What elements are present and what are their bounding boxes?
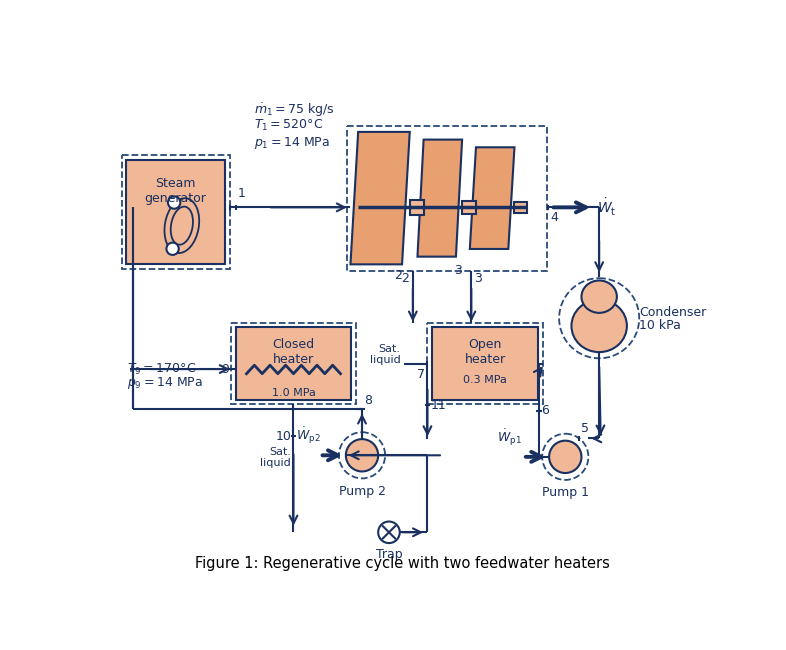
Polygon shape xyxy=(417,140,462,257)
Text: Steam
generator: Steam generator xyxy=(145,177,207,205)
Text: Pump 2: Pump 2 xyxy=(339,484,385,497)
Text: $T_1 = 520°\mathrm{C}$: $T_1 = 520°\mathrm{C}$ xyxy=(254,118,323,133)
Text: 9: 9 xyxy=(222,363,230,376)
Bar xyxy=(236,328,351,400)
Text: 5: 5 xyxy=(581,421,589,434)
Text: Condenser: Condenser xyxy=(639,306,707,318)
Text: 3: 3 xyxy=(474,272,482,285)
Text: $p_9 = 14\ \mathrm{MPa}$: $p_9 = 14\ \mathrm{MPa}$ xyxy=(127,375,204,391)
Polygon shape xyxy=(470,148,515,249)
Text: 10: 10 xyxy=(275,430,291,443)
Circle shape xyxy=(549,441,582,473)
Bar xyxy=(231,323,356,404)
Bar xyxy=(428,323,543,404)
Text: Open
heater: Open heater xyxy=(465,338,505,366)
Text: 10 kPa: 10 kPa xyxy=(639,319,681,332)
Text: $\dot{W}_\mathrm{t}$: $\dot{W}_\mathrm{t}$ xyxy=(597,197,616,218)
Text: 4: 4 xyxy=(550,211,558,224)
Text: Figure 1: Regenerative cycle with two feedwater heaters: Figure 1: Regenerative cycle with two fe… xyxy=(196,556,610,571)
Bar xyxy=(127,160,225,265)
Bar xyxy=(462,202,476,213)
Circle shape xyxy=(168,196,180,209)
Ellipse shape xyxy=(571,300,627,352)
Text: 7: 7 xyxy=(417,367,425,380)
Text: 8: 8 xyxy=(365,394,373,407)
Text: 11: 11 xyxy=(431,398,446,411)
Text: Closed
heater: Closed heater xyxy=(273,338,314,366)
Text: $T_9 = 170°\mathrm{C}$: $T_9 = 170°\mathrm{C}$ xyxy=(127,361,196,376)
Text: 3: 3 xyxy=(454,265,462,278)
Text: 0.3 MPa: 0.3 MPa xyxy=(463,375,507,385)
Text: Trap: Trap xyxy=(376,548,402,561)
Text: 2: 2 xyxy=(395,269,402,282)
Ellipse shape xyxy=(582,281,617,313)
Text: Sat.
liquid: Sat. liquid xyxy=(260,447,291,469)
Circle shape xyxy=(346,439,378,471)
Text: Pump 1: Pump 1 xyxy=(542,486,589,499)
Bar xyxy=(122,155,230,269)
Text: 1.0 MPa: 1.0 MPa xyxy=(271,388,315,398)
Text: Sat.
liquid: Sat. liquid xyxy=(369,344,401,365)
Polygon shape xyxy=(351,132,410,265)
Text: $\dot{m}_1 = 75\ \mathrm{kg/s}$: $\dot{m}_1 = 75\ \mathrm{kg/s}$ xyxy=(254,101,335,119)
Bar xyxy=(515,202,527,213)
Text: $\dot{W}_\mathrm{p1}$: $\dot{W}_\mathrm{p1}$ xyxy=(498,427,522,448)
Text: 1: 1 xyxy=(237,187,245,200)
Text: 6: 6 xyxy=(542,404,549,417)
Text: 2: 2 xyxy=(401,272,409,285)
Bar xyxy=(432,328,538,400)
Text: $p_1 = 14\ \mathrm{MPa}$: $p_1 = 14\ \mathrm{MPa}$ xyxy=(254,135,330,151)
Bar xyxy=(410,200,424,215)
Circle shape xyxy=(378,521,400,543)
Text: $\dot{W}_\mathrm{p2}$: $\dot{W}_\mathrm{p2}$ xyxy=(296,426,321,446)
Circle shape xyxy=(167,242,178,255)
Bar xyxy=(347,125,547,270)
